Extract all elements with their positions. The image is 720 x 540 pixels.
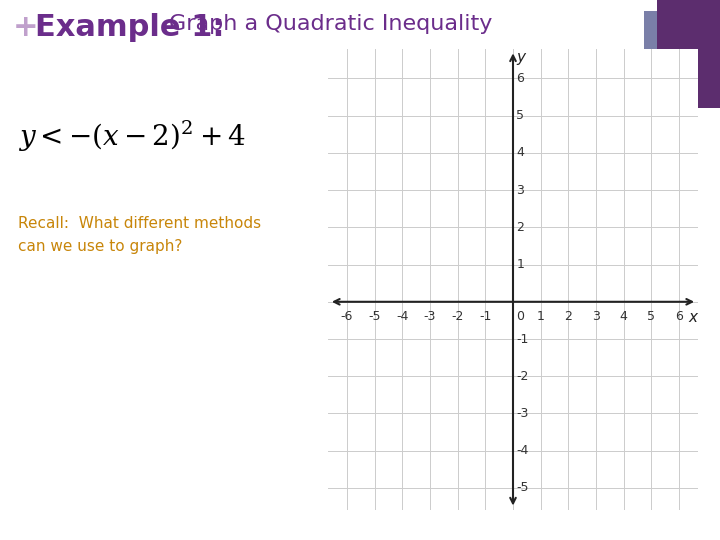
Text: -4: -4 [516, 444, 528, 457]
Text: +: + [13, 14, 39, 43]
Text: 2: 2 [516, 221, 524, 234]
Text: -4: -4 [396, 310, 408, 323]
Text: 3: 3 [516, 184, 524, 197]
Text: 1: 1 [516, 258, 524, 271]
Text: y: y [516, 50, 526, 65]
Text: Recall:  What different methods
can we use to graph?: Recall: What different methods can we us… [18, 216, 261, 254]
Text: -2: -2 [516, 370, 528, 383]
Text: -1: -1 [479, 310, 492, 323]
Text: 0: 0 [516, 310, 524, 323]
Text: 4: 4 [620, 310, 628, 323]
Text: 1: 1 [536, 310, 544, 323]
Text: -3: -3 [424, 310, 436, 323]
Text: Example 1:: Example 1: [35, 14, 224, 43]
Text: $y < -(x-2)^{2}+4$: $y < -(x-2)^{2}+4$ [18, 119, 246, 154]
Text: 3: 3 [592, 310, 600, 323]
Text: 4: 4 [516, 146, 524, 159]
Text: 6: 6 [675, 310, 683, 323]
Text: -5: -5 [369, 310, 381, 323]
Text: -2: -2 [451, 310, 464, 323]
Text: -5: -5 [516, 482, 528, 495]
Text: 2: 2 [564, 310, 572, 323]
Text: -3: -3 [516, 407, 528, 420]
Text: Graph a Quadratic Inequality: Graph a Quadratic Inequality [169, 14, 492, 33]
Text: x: x [689, 310, 698, 325]
Text: 5: 5 [647, 310, 655, 323]
Text: 6: 6 [516, 72, 524, 85]
Text: -6: -6 [341, 310, 353, 323]
Text: 5: 5 [516, 109, 524, 122]
Text: -1: -1 [516, 333, 528, 346]
